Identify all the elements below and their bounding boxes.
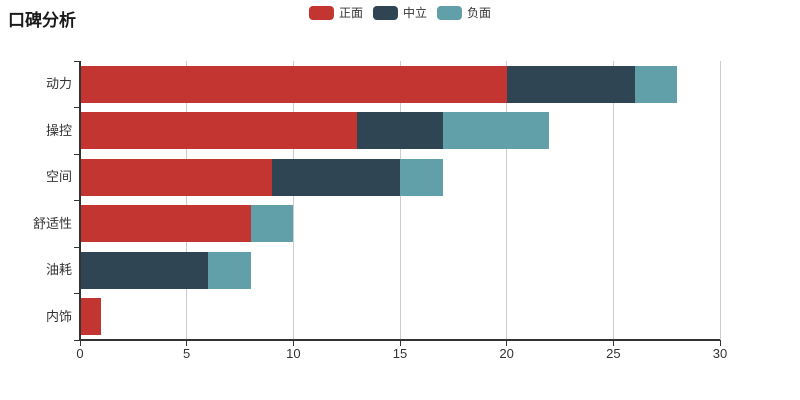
x-axis-tick — [399, 340, 401, 346]
x-axis-label: 20 — [499, 346, 514, 361]
legend-item-2[interactable]: 负面 — [437, 6, 491, 20]
y-axis-label: 舒适性 — [32, 215, 72, 231]
y-axis-label: 动力 — [45, 76, 72, 92]
legend: 正面 中立 负面 — [308, 6, 491, 20]
x-axis-tick — [186, 340, 188, 346]
chart-title: 口碑分析 — [8, 11, 76, 30]
legend-swatch-icon — [308, 6, 334, 20]
legend-item-1[interactable]: 中立 — [372, 6, 428, 20]
y-axis-label: 内饰 — [45, 308, 72, 324]
y-axis-tick — [74, 339, 80, 341]
bar-row-舒适性 — [80, 205, 720, 243]
bar-segment-负面[interactable] — [250, 205, 294, 243]
y-axis-tick — [74, 246, 80, 248]
y-axis-tick — [74, 153, 80, 155]
bar-segment-中立[interactable] — [272, 158, 400, 196]
x-axis-tick — [79, 340, 81, 346]
y-axis-tick — [74, 60, 80, 62]
bar-segment-正面[interactable] — [80, 298, 102, 336]
bar-segment-正面[interactable] — [80, 158, 272, 196]
bar-row-油耗 — [80, 251, 720, 289]
gridline — [186, 61, 188, 340]
bar-segment-负面[interactable] — [634, 65, 678, 103]
bar-row-操控 — [80, 112, 720, 150]
bar-segment-中立[interactable] — [357, 112, 443, 150]
legend-label: 正面 — [338, 6, 363, 20]
bar-segment-负面[interactable] — [208, 251, 251, 289]
y-axis-label: 油耗 — [45, 262, 72, 278]
bar-segment-正面[interactable] — [80, 112, 358, 150]
x-axis-label: 30 — [712, 346, 728, 361]
bar-segment-负面[interactable] — [400, 158, 443, 196]
legend-swatch-icon — [372, 6, 398, 20]
y-axis-line — [79, 61, 81, 341]
y-axis-label: 空间 — [45, 169, 72, 185]
x-axis-tick — [506, 340, 508, 346]
legend-label: 中立 — [402, 6, 428, 20]
legend-label: 负面 — [467, 6, 492, 20]
plot-area — [74, 60, 721, 346]
gridline — [612, 61, 614, 340]
x-axis-label: 10 — [286, 346, 301, 361]
gridline — [506, 61, 508, 340]
bar-row-动力 — [80, 65, 720, 103]
y-axis-label: 操控 — [45, 122, 72, 138]
x-axis-tick — [292, 340, 294, 346]
bar-segment-中立[interactable] — [80, 251, 208, 289]
gridline — [292, 61, 294, 340]
y-axis-tick — [74, 107, 80, 108]
bar-segment-负面[interactable] — [442, 112, 550, 150]
y-axis-tick — [74, 293, 80, 294]
x-axis-label: 5 — [183, 346, 191, 361]
bar-row-内饰 — [80, 298, 720, 336]
x-axis-label: 15 — [392, 346, 408, 361]
bar-row-空间 — [80, 158, 720, 196]
bar-segment-正面[interactable] — [80, 65, 507, 103]
x-axis-tick — [612, 340, 614, 346]
legend-item-0[interactable]: 正面 — [308, 6, 363, 20]
legend-swatch-icon — [437, 6, 463, 20]
bar-segment-中立[interactable] — [506, 65, 635, 103]
gridline — [719, 61, 721, 340]
x-axis-label: 25 — [606, 346, 621, 361]
bar-segment-正面[interactable] — [80, 205, 251, 243]
x-axis-tick — [719, 340, 721, 346]
y-axis-tick — [74, 200, 80, 201]
gridline — [399, 61, 401, 340]
x-axis-label: 0 — [76, 346, 84, 361]
